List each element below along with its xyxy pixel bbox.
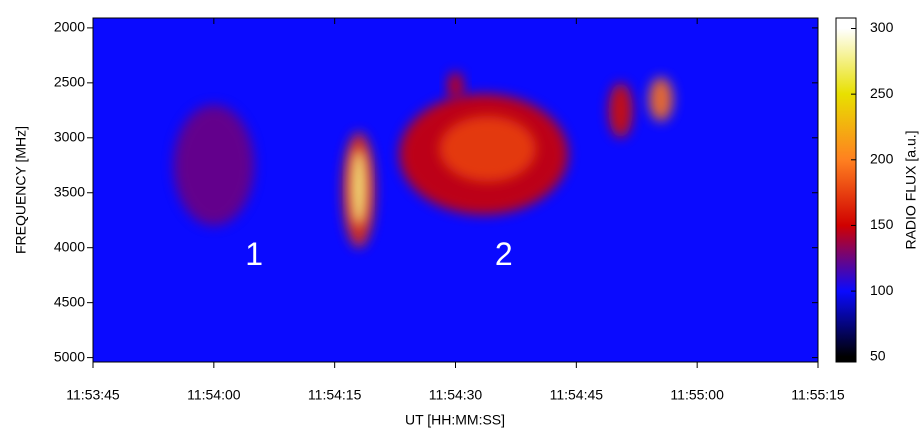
- burst: [608, 82, 633, 138]
- annotation: 2: [495, 236, 513, 272]
- colorbar-tick-label: 150: [870, 216, 894, 232]
- burst: [173, 104, 255, 226]
- bursts: [173, 71, 674, 248]
- colorbar-tick-label: 250: [870, 85, 894, 101]
- burst: [447, 71, 464, 100]
- colorbar-tick-label: 300: [870, 19, 894, 35]
- burst: [350, 148, 367, 226]
- x-tick-label: 11:54:00: [187, 387, 241, 403]
- colorbar-tick-label: 200: [870, 151, 894, 167]
- y-axis-label: FREQUENCY [MHz]: [13, 126, 29, 254]
- annotation: 1: [245, 236, 263, 272]
- x-tick-label: 11:54:45: [550, 387, 604, 403]
- colorbar-tick-label: 100: [870, 282, 894, 298]
- burst: [648, 77, 674, 122]
- y-tick-label: 3500: [54, 183, 85, 199]
- burst: [439, 115, 537, 182]
- x-tick-label: 11:55:00: [670, 387, 724, 403]
- x-tick-label: 11:54:15: [308, 387, 362, 403]
- colorbar-tick-label: 50: [870, 347, 886, 363]
- x-axis-label: UT [HH:MM:SS]: [405, 412, 505, 428]
- x-tick-label: 11:53:45: [66, 387, 120, 403]
- colorbar-label: RADIO FLUX [a.u.]: [903, 130, 919, 249]
- y-tick-label: 3000: [54, 128, 85, 144]
- y-tick-label: 4000: [54, 238, 85, 254]
- colorbar: [835, 17, 857, 363]
- y-tick-label: 2000: [54, 19, 85, 35]
- x-tick-label: 11:55:15: [791, 387, 845, 403]
- y-tick-label: 4500: [54, 293, 85, 309]
- y-tick-label: 5000: [54, 348, 85, 364]
- y-tick-label: 2500: [54, 74, 85, 90]
- x-tick-label: 11:54:30: [429, 387, 483, 403]
